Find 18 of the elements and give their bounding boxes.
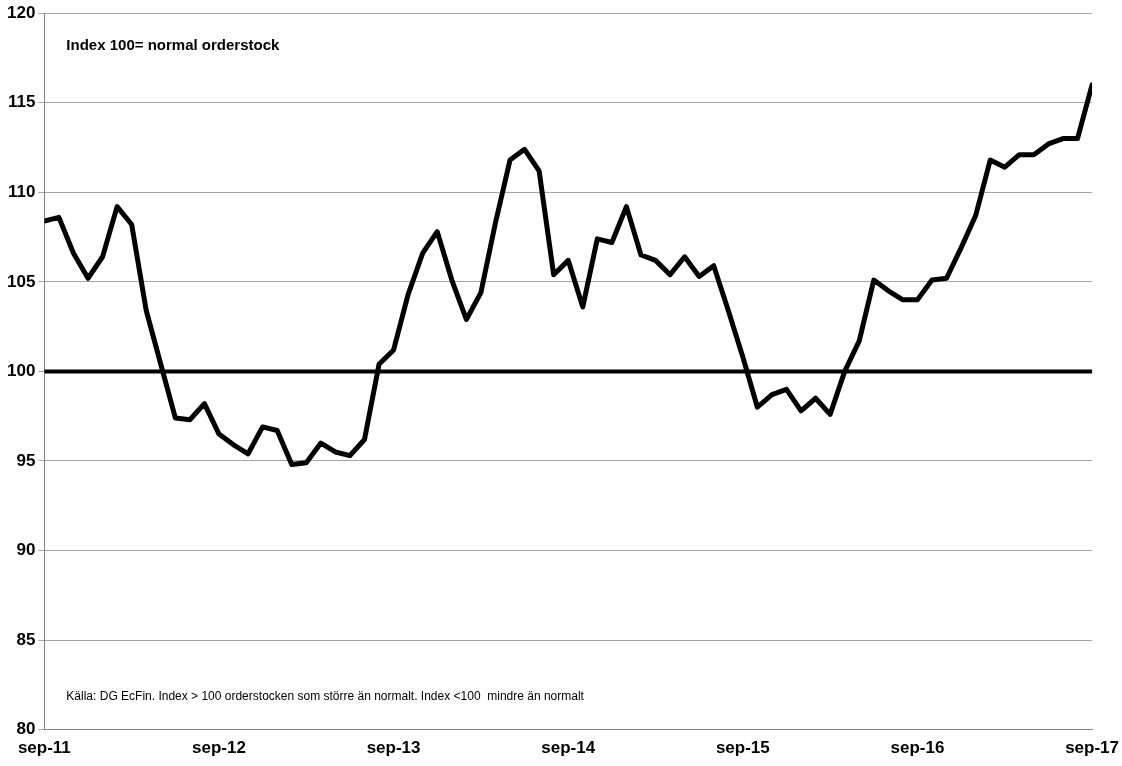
x-tick-label: sep-14 [541,738,596,758]
y-tick-label: 95 [16,450,36,470]
x-tick-label: sep-17 [1065,738,1120,758]
y-tick-label: 90 [16,540,36,560]
y-tick-label: 100 [6,361,36,381]
x-tick-label: sep-15 [715,738,770,758]
y-tick-label: 105 [6,271,36,291]
y-tick-label: 115 [7,92,36,112]
y-tick-label: 85 [16,629,36,649]
x-tick-label: sep-16 [890,738,945,758]
y-tick-label: 80 [16,719,36,739]
x-tick-label: sep-12 [192,738,246,758]
x-tick-label: sep-11 [17,738,71,758]
annotation: Index 100= normal orderstock [66,36,281,54]
y-tick-label: 110 [7,181,36,201]
y-tick-label: 120 [6,2,36,22]
x-tick-label: sep-13 [366,738,421,758]
annotation: Källa: DG EcFin. Index > 100 orderstocken som större än normalt. Index <100 mindre än normalt [66,688,585,703]
